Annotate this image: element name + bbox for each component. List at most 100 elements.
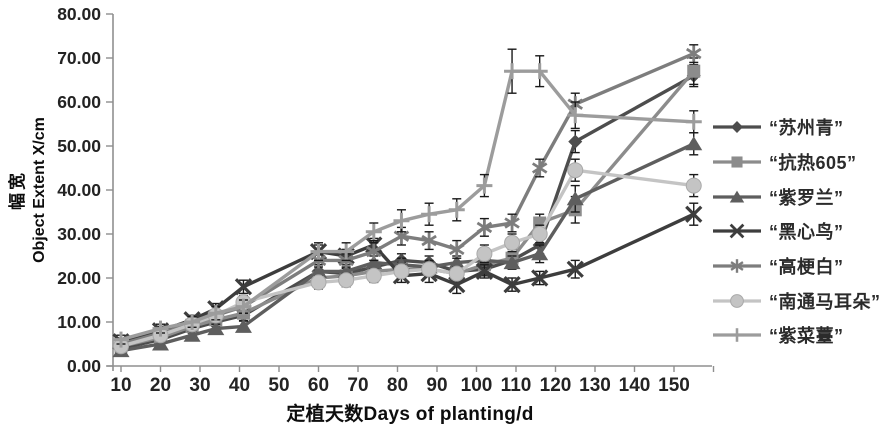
error-bars-kangre-605	[116, 57, 699, 351]
circle-marker	[421, 261, 438, 278]
plus-marker	[476, 177, 493, 194]
x-tick-label: 60	[308, 375, 329, 396]
plus-marker	[152, 320, 169, 337]
x-tick-label: 140	[619, 375, 651, 396]
x-tick-label: 130	[579, 375, 611, 396]
x-marker	[729, 224, 745, 239]
x-tick-label: 150	[658, 375, 690, 396]
circle-marker	[448, 265, 465, 282]
plus-marker	[365, 223, 382, 240]
markers-zicaitai	[113, 63, 702, 348]
series-line-kangre-605	[119, 69, 696, 348]
legend-label-kangre-605: “抗热605”	[769, 153, 857, 174]
series-line-zicaitai	[119, 69, 696, 342]
triangle-marker	[566, 191, 584, 206]
legend-item-ziluolan: “紫罗兰”	[712, 179, 881, 214]
triangle-marker	[365, 255, 383, 270]
x-tick-label: 30	[189, 375, 210, 396]
series-line-ziluolan	[119, 142, 696, 353]
x-marker	[685, 205, 703, 223]
square-marker	[687, 64, 701, 78]
legend-item-heixinniao: “黑心鸟”	[712, 214, 881, 249]
markers-kangre-605	[114, 64, 701, 353]
markers-suzhou-qing	[114, 68, 701, 356]
asterisk-marker	[366, 243, 382, 260]
plus-marker	[393, 212, 410, 229]
y-tick-label: 40.00	[57, 180, 101, 200]
asterisk-marker	[448, 241, 465, 258]
axes	[106, 13, 715, 372]
circle-marker	[310, 274, 327, 291]
plus-marker	[113, 331, 129, 348]
diamond-marker	[568, 134, 583, 149]
y-axis-title-en: Object Extent X/cm	[31, 117, 48, 263]
y-tick-label: 50.00	[57, 136, 101, 156]
plus-marker	[448, 201, 465, 218]
x-tick-label: 100	[461, 375, 493, 396]
triangle-marker	[152, 336, 169, 351]
y-axis-title-cn: 幅宽	[8, 170, 27, 210]
triangle-marker	[531, 246, 549, 261]
legend-item-zicaitai: “紫菜薹”	[712, 318, 881, 353]
legend-key-circle-icon	[713, 293, 761, 308]
circle-marker	[504, 234, 521, 251]
circle-marker	[531, 226, 548, 242]
legend-key-asterisk-icon	[713, 259, 761, 273]
plus-marker	[184, 314, 201, 330]
series-zicaitai	[113, 48, 702, 348]
circle-marker	[567, 162, 584, 179]
circle-marker	[338, 272, 355, 289]
x-tick-labels: 10 20 30 40 50 60 70 80 90 100 110 120 130 140 150	[110, 375, 689, 396]
legend-label-nantong-maerduo: “南通马耳朵”	[769, 291, 881, 312]
plus-marker	[730, 328, 744, 343]
asterisk-marker	[685, 45, 702, 62]
x-tick-label: 80	[387, 375, 408, 396]
y-tick-label: 30.00	[57, 224, 101, 244]
asterisk-marker	[421, 232, 437, 249]
legend-label-gaogengbai: “高梗白”	[769, 257, 844, 278]
series-kangre-605	[114, 57, 701, 353]
triangle-marker	[503, 255, 521, 270]
y-tick-label: 20.00	[57, 268, 101, 288]
x-tick-label: 120	[540, 375, 572, 396]
plus-marker	[504, 63, 521, 80]
triangle-marker	[234, 318, 252, 333]
error-bars-zicaitai	[116, 48, 699, 345]
y-tick-label: 80.00	[57, 4, 101, 24]
legend-key-square-icon	[713, 156, 761, 168]
legend-key-diamond-icon	[713, 121, 761, 134]
legend-key-plus-icon	[713, 328, 761, 343]
circle-marker	[730, 293, 744, 308]
series-suzhou-qing	[114, 63, 701, 356]
diamond-marker	[731, 121, 743, 134]
plus-marker	[567, 107, 584, 124]
legend-item-nantong-maerduo: “南通马耳朵”	[712, 283, 881, 318]
asterisk-marker	[476, 219, 493, 236]
x-marker	[503, 275, 521, 294]
x-tick-label: 40	[229, 375, 250, 396]
asterisk-marker	[730, 259, 744, 273]
plus-marker	[338, 243, 355, 260]
triangle-marker	[448, 255, 466, 270]
legend-key-x-icon	[713, 224, 761, 239]
series-line-nantong-maerduo	[119, 168, 696, 348]
x-tick-label: 70	[347, 375, 368, 396]
plus-marker	[310, 243, 327, 260]
markers-heixinniao	[112, 205, 703, 351]
circle-marker	[685, 177, 702, 194]
plus-marker	[685, 113, 702, 130]
x-axis-title: 定植天数Days of planting/d	[286, 404, 534, 425]
error-bars-suzhou-qing	[116, 63, 699, 353]
legend-key-triangle-icon	[713, 190, 761, 203]
triangle-marker	[183, 327, 201, 342]
legend-item-kangre-605: “抗热605”	[712, 145, 881, 180]
markers-gaogengbai	[113, 45, 702, 352]
x-marker	[566, 260, 584, 278]
x-tick-label: 20	[150, 375, 171, 396]
series-nantong-maerduo	[113, 158, 702, 355]
x-marker	[475, 262, 494, 281]
plus-marker	[421, 206, 438, 223]
x-marker	[234, 278, 253, 296]
